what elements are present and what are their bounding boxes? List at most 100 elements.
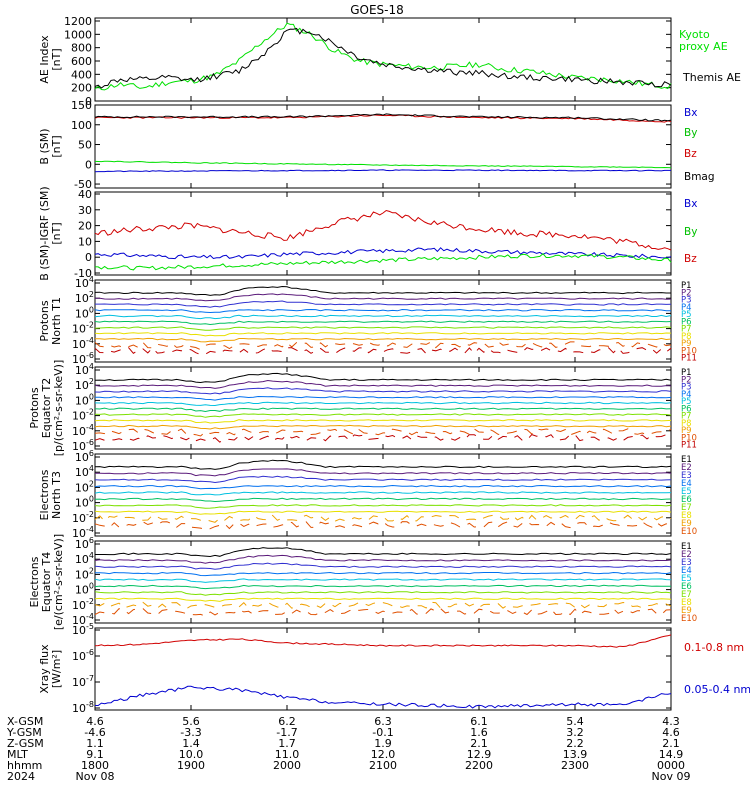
ephemeris-value: 1800: [81, 759, 109, 772]
flux-channel-line: [94, 314, 672, 320]
series-legend-label: E5: [681, 487, 692, 497]
y-tick-label: 100: [75, 305, 94, 320]
y-tick-label: 30: [78, 204, 92, 217]
series-legend-label: E10: [681, 614, 697, 624]
y-tick-label: 106: [75, 449, 94, 464]
y-tick-label: 1000: [64, 28, 92, 41]
series-legend-label: P3: [681, 296, 692, 306]
y-axis-label: Protons: [38, 300, 51, 341]
ephemeris-value: -3.3: [180, 726, 201, 739]
series-legend-label: P5: [681, 397, 692, 407]
series-legend-label: P6: [681, 404, 692, 414]
legend-label: Bx: [684, 107, 697, 119]
ephemeris-row-label: X-GSM: [7, 715, 43, 728]
series-legend-label: P4: [681, 390, 692, 400]
flux-channel-line: [94, 484, 672, 490]
y-tick-label: 10-2: [72, 321, 94, 336]
ephemeris-value: 1900: [177, 759, 205, 772]
y-tick-label: 104: [75, 551, 94, 566]
ephemeris-value: 6.2: [278, 715, 296, 728]
panel-b-sm: 150 100 50 0 -50 B (SM) [nT] Bx By Bz Bmag: [38, 99, 715, 191]
y-tick-label: 100: [75, 392, 94, 407]
y-axis-label: [e/(cm²-s-sr-keV)]: [52, 534, 65, 630]
y-axis-label: Equator T4: [40, 552, 53, 612]
flux-channel-line: [94, 521, 672, 531]
series-legend-label: P2: [681, 375, 692, 385]
bigrf-series-line: [94, 247, 672, 260]
ephemeris-value: Nov 09: [652, 770, 691, 783]
y-axis-label: North T3: [50, 471, 63, 519]
series-legend-label: P11: [681, 441, 697, 451]
flux-channel-line: [95, 337, 672, 343]
series-legend-label: E9: [681, 606, 692, 616]
flux-channel-line: [94, 434, 672, 443]
y-tick-label: 20: [78, 220, 92, 233]
y-tick-label: 40: [78, 188, 92, 201]
ephemeris-value: Nov 08: [76, 770, 115, 783]
ephemeris-value: 6.1: [470, 715, 488, 728]
ephemeris-value: 5.6: [182, 715, 200, 728]
y-tick-label: 1200: [64, 15, 92, 28]
ephemeris-value: 4.6: [662, 726, 680, 739]
flux-channel-line: [94, 601, 672, 610]
ephemeris-value: 10.0: [179, 748, 204, 761]
y-axis-label: Equator T2: [40, 378, 53, 438]
y-axis-label: Protons: [28, 387, 41, 428]
ephemeris-value: 5.4: [566, 715, 584, 728]
flux-channel-line: [94, 308, 672, 314]
y-tick-label: 104: [75, 464, 94, 479]
y-axis-label: Xray flux: [38, 644, 51, 694]
flux-channel-line: [95, 571, 672, 577]
series-legend-label: E6: [681, 582, 692, 592]
ephemeris-value: 2200: [465, 759, 493, 772]
ephemeris-value: 2.2: [566, 737, 584, 750]
series-legend-label: E1: [681, 455, 692, 465]
y-tick-label: 50: [78, 139, 92, 152]
y-axis-label: Electrons: [38, 469, 51, 520]
ephemeris-value: 1.6: [470, 726, 488, 739]
flux-channel-line: [95, 300, 672, 308]
legend-label: Bz: [684, 148, 697, 160]
series-legend-label: P9: [681, 339, 692, 349]
y-tick-label: 100: [75, 495, 94, 510]
y-tick-label: -10: [74, 267, 92, 280]
y-tick-label: 106: [75, 536, 94, 551]
y-axis-label: North T1: [50, 297, 63, 345]
y-tick-label: 10-2: [72, 408, 94, 423]
ae-series-line: [94, 27, 672, 89]
flux-channel-line: [94, 491, 672, 496]
series-legend-label: P6: [681, 317, 692, 327]
ephemeris-row-label: MLT: [7, 748, 28, 761]
series-legend-label: E2: [681, 463, 692, 473]
y-tick-label: 10-4: [72, 612, 94, 627]
y-tick-label: 104: [75, 362, 94, 377]
bigrf-series-line: [94, 209, 672, 251]
xray-series-line: [94, 634, 672, 648]
ephemeris-value: 1.1: [86, 737, 104, 750]
flux-channel-line: [94, 419, 672, 424]
y-axis-label: [W/m²]: [50, 650, 63, 688]
flux-channel-line: [94, 459, 672, 470]
flux-channel-line: [94, 424, 672, 430]
flux-channel-line: [94, 293, 672, 302]
flux-channel-line: [94, 510, 672, 515]
y-axis-label: [nT]: [50, 48, 63, 70]
flux-channel-line: [94, 591, 672, 596]
ephemeris-value: 1.4: [182, 737, 200, 750]
panel-xray: 10-5 10-6 10-7 10-8 Xray flux [W/m²] 0.1-0.8 n…: [38, 622, 750, 715]
flux-channel-line: [94, 428, 672, 437]
flux-channel-line: [94, 578, 672, 583]
ephemeris-value: 1.9: [374, 737, 392, 750]
figure-title: GOES-18: [350, 3, 404, 17]
flux-channel-line: [94, 379, 672, 389]
series-legend-label: E3: [681, 558, 692, 568]
bsm-series-line: [94, 113, 672, 122]
ephemeris-value: 0000: [657, 759, 685, 772]
series-legend-label: E10: [681, 527, 697, 537]
series-legend-label: E4: [681, 566, 692, 576]
ephemeris-value: -1.7: [276, 726, 297, 739]
